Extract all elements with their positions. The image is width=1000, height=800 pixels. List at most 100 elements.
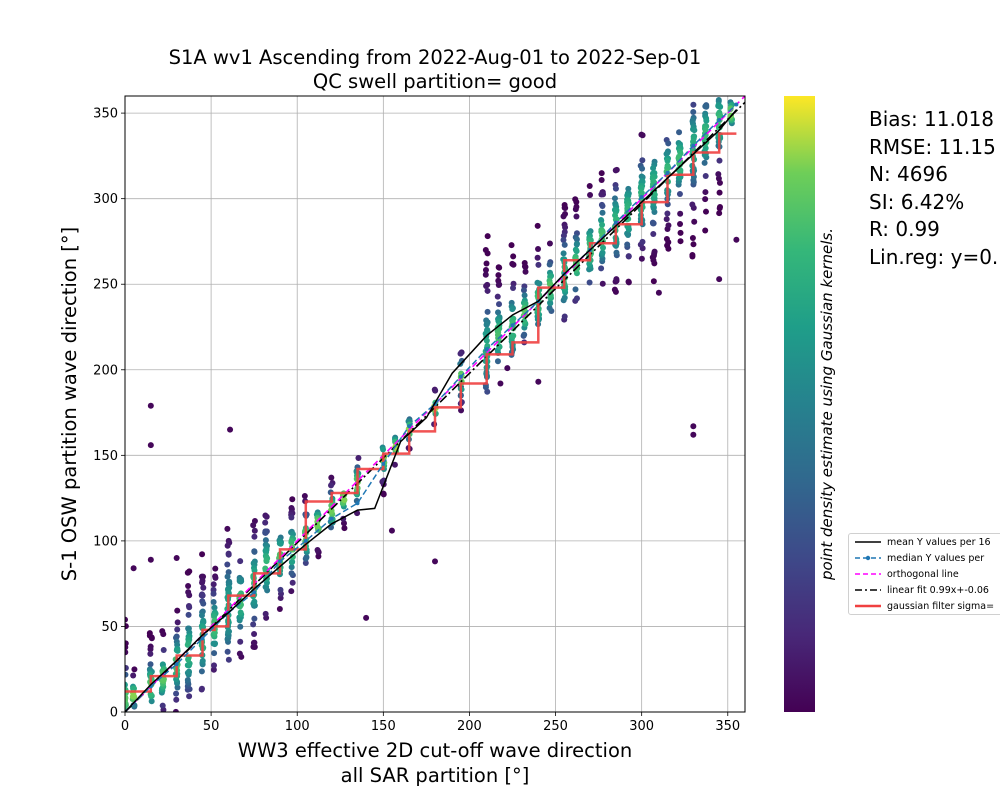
scatter-point: [535, 378, 542, 385]
x-axis-ticks: 0 50 100 150 200 250 300 350: [121, 712, 740, 734]
scatter-point: [289, 553, 296, 560]
legend-entry-orthogonal: orthogonal line: [849, 566, 959, 582]
y-tick-label: 50: [101, 620, 118, 635]
scatter-point: [173, 555, 180, 561]
scatter-point: [250, 621, 257, 628]
scatter-point: [497, 380, 504, 387]
y-tick-label: 100: [93, 534, 118, 549]
scatter-point: [483, 321, 490, 328]
x-tick-label: 200: [457, 719, 482, 734]
scatter-point: [665, 140, 672, 147]
scatter-point: [484, 287, 491, 294]
scatter-point: [380, 490, 387, 497]
scatter-point: [703, 117, 710, 124]
scatter-point: [147, 646, 154, 653]
scatter-point: [224, 525, 231, 532]
median-marker: [303, 538, 308, 543]
scatter-point: [210, 590, 217, 597]
scatter-point: [639, 132, 646, 139]
scatter-point: [328, 474, 335, 481]
legend-swatch-mean: [855, 537, 881, 547]
scatter-point: [237, 638, 244, 645]
scatter-point: [650, 278, 657, 285]
scatter-point: [262, 537, 269, 544]
scatter-point: [716, 189, 723, 196]
scatter-point: [494, 358, 501, 365]
scatter-point: [173, 696, 180, 703]
scatter-point: [224, 648, 231, 655]
scatter-point: [611, 286, 618, 293]
scatter-point: [690, 423, 697, 430]
legend-entry-linear-fit: linear fit 0.99x+-0.06: [849, 582, 989, 598]
scatter-point: [224, 561, 231, 568]
scatter-point: [613, 249, 620, 256]
scatter-point: [510, 280, 517, 287]
scatter-point: [432, 558, 438, 565]
colorbar: [784, 96, 815, 712]
scatter-point: [458, 407, 465, 414]
scatter-point: [599, 221, 606, 228]
scatter-point: [198, 612, 205, 619]
scatter-point: [125, 644, 129, 651]
median-marker: [717, 117, 722, 122]
scatter-point: [689, 235, 696, 242]
x-axis-label-line-2: all SAR partition [°]: [341, 764, 530, 787]
scatter-point: [586, 279, 593, 286]
scatter-point: [251, 527, 258, 534]
y-tick-label: 250: [93, 278, 118, 293]
scatter-point: [715, 171, 722, 178]
scatter-point: [200, 600, 207, 607]
y-tick-label: 0: [110, 706, 118, 721]
scatter-point: [599, 209, 606, 216]
stat-rmse: RMSE: 11.15: [869, 134, 996, 159]
scatter-point: [509, 306, 516, 313]
scatter-point: [263, 558, 270, 565]
scatter-point: [650, 231, 657, 238]
legend-entry-median: median Y values per: [849, 550, 984, 566]
median-marker: [691, 143, 696, 148]
scatter-point: [651, 248, 658, 255]
scatter-point: [586, 183, 593, 190]
scatter-point: [289, 558, 296, 565]
scatter-point: [289, 579, 296, 586]
scatter-point: [611, 195, 618, 202]
scatter-point: [125, 616, 128, 623]
scatter-point: [302, 560, 309, 567]
median-marker: [407, 424, 412, 429]
scatter-point: [560, 250, 567, 257]
scatter-point: [341, 496, 348, 503]
plot-frame: [124, 95, 746, 713]
scatter-point: [625, 278, 632, 285]
scatter-point: [262, 565, 269, 572]
scatter-point: [225, 656, 232, 663]
scatter-point: [210, 581, 217, 588]
scatter-point: [496, 343, 503, 350]
scatter-point: [199, 657, 206, 664]
scatter-point: [262, 529, 269, 536]
scatter-point: [484, 308, 491, 315]
scatter-point: [598, 191, 605, 198]
scatter-point: [522, 308, 529, 315]
scatter-point: [237, 578, 244, 585]
y-tick-label: 200: [93, 363, 118, 378]
scatter-point: [573, 241, 580, 248]
legend-entry-gaussian: gaussian filter sigma=: [849, 598, 994, 614]
scatter-point: [702, 189, 709, 196]
scatter-point: [380, 446, 387, 453]
chart-title-line-1: S1A wv1 Ascending from 2022-Aug-01 to 20…: [169, 46, 702, 69]
scatter-point: [573, 199, 580, 206]
scatter-point: [691, 127, 698, 134]
legend-entry-mean: mean Y values per 16: [849, 534, 991, 550]
scatter-point: [130, 565, 137, 572]
scatter-point: [237, 558, 244, 565]
scatter-point: [677, 229, 684, 236]
median-marker: [510, 323, 515, 328]
scatter-point: [510, 285, 517, 292]
scatter-point: [173, 690, 180, 697]
scatter-point: [251, 548, 258, 555]
scatter-point: [212, 574, 219, 581]
scatter-point: [289, 496, 296, 503]
scatter-point: [224, 542, 231, 549]
chart-title-line-2: QC swell partition= good: [313, 70, 557, 93]
scatter-point: [184, 641, 191, 648]
